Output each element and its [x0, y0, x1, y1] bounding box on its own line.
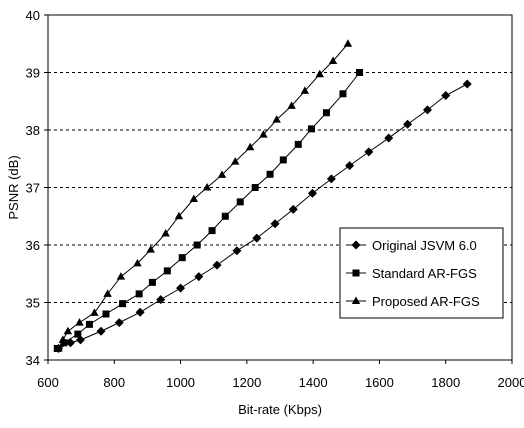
data-point — [251, 184, 259, 191]
x-tick-label: 1000 — [166, 375, 195, 390]
data-point — [163, 267, 171, 275]
data-point — [266, 170, 274, 178]
legend-label: Original JSVM 6.0 — [372, 238, 477, 253]
x-tick-label: 2000 — [498, 375, 524, 390]
data-point — [339, 90, 347, 98]
x-tick-label: 1400 — [299, 375, 328, 390]
y-tick-label: 36 — [26, 238, 40, 253]
data-point — [245, 142, 255, 151]
legend-marker — [351, 296, 361, 304]
data-point — [178, 254, 186, 262]
data-point — [231, 157, 240, 165]
data-point — [259, 130, 268, 138]
data-point — [208, 227, 216, 235]
data-point — [135, 307, 145, 317]
data-point — [148, 278, 156, 286]
data-point — [135, 290, 143, 298]
data-point — [217, 170, 227, 178]
x-tick-label: 1800 — [431, 375, 460, 390]
y-tick-label: 37 — [26, 181, 40, 196]
data-point — [356, 69, 364, 76]
data-point — [212, 260, 222, 270]
data-point — [232, 246, 242, 256]
x-tick-label: 600 — [37, 375, 59, 390]
data-point — [307, 125, 315, 133]
data-point — [326, 174, 336, 184]
legend-box — [339, 227, 504, 319]
x-axis-title: Bit-rate (Kbps) — [238, 402, 322, 417]
series-line — [56, 72, 360, 349]
data-point — [384, 133, 394, 143]
x-tick-label: 800 — [103, 375, 125, 390]
data-point — [300, 86, 310, 94]
data-point — [288, 204, 298, 214]
series-2 — [53, 69, 364, 352]
data-point — [90, 308, 99, 316]
data-point — [174, 211, 184, 220]
legend-marker — [351, 240, 361, 250]
data-point — [146, 245, 155, 253]
data-point — [63, 326, 73, 335]
data-point — [236, 198, 244, 206]
data-point — [462, 79, 472, 89]
data-point — [75, 318, 84, 326]
data-point — [102, 310, 110, 318]
y-tick-label: 40 — [26, 8, 40, 23]
data-point — [279, 156, 287, 164]
y-tick-label: 35 — [26, 296, 40, 311]
data-point — [119, 300, 127, 308]
x-tick-label: 1600 — [365, 375, 394, 390]
data-point — [287, 101, 296, 109]
data-point — [322, 109, 330, 117]
data-point — [114, 318, 124, 328]
legend: Original JSVM 6.0 Standard AR-FGS Proposed… — [339, 227, 504, 319]
data-point — [315, 69, 324, 78]
data-point — [364, 147, 374, 157]
data-point — [307, 188, 317, 198]
data-point — [58, 335, 68, 343]
x-axis-ticks: 600 800 1000 1200 1400 1600 1800 2000 — [37, 360, 524, 390]
data-point — [343, 39, 353, 47]
data-point — [221, 212, 229, 220]
data-point — [176, 283, 186, 293]
data-point — [74, 330, 82, 338]
data-point — [54, 344, 63, 352]
y-axis-ticks: 34 35 36 37 38 39 40 — [26, 8, 48, 368]
data-point — [270, 219, 280, 229]
data-point — [422, 105, 432, 115]
data-point — [345, 161, 355, 171]
data-point — [441, 91, 451, 100]
data-point — [116, 272, 126, 280]
data-point — [189, 194, 199, 202]
data-point — [156, 295, 166, 305]
data-point — [403, 119, 413, 129]
legend-label: Standard AR-FGS — [372, 266, 477, 281]
legend-marker — [352, 269, 360, 277]
data-point — [194, 272, 204, 282]
x-tick-label: 1200 — [232, 375, 261, 390]
data-point — [161, 229, 170, 237]
y-tick-label: 34 — [26, 353, 40, 368]
legend-label: Proposed AR-FGS — [372, 294, 480, 309]
y-tick-label: 38 — [26, 123, 40, 138]
data-series — [53, 39, 472, 353]
y-tick-label: 39 — [26, 66, 40, 81]
series-3 — [54, 39, 353, 352]
y-axis-title: PSNR (dB) — [6, 155, 21, 219]
data-point — [294, 140, 302, 148]
data-point — [85, 320, 93, 328]
data-point — [272, 115, 281, 123]
data-point — [202, 183, 212, 191]
data-point — [103, 289, 112, 297]
data-point — [252, 233, 262, 243]
data-point — [328, 56, 338, 64]
data-point — [133, 258, 142, 267]
data-point — [193, 241, 201, 249]
data-point — [96, 326, 106, 336]
